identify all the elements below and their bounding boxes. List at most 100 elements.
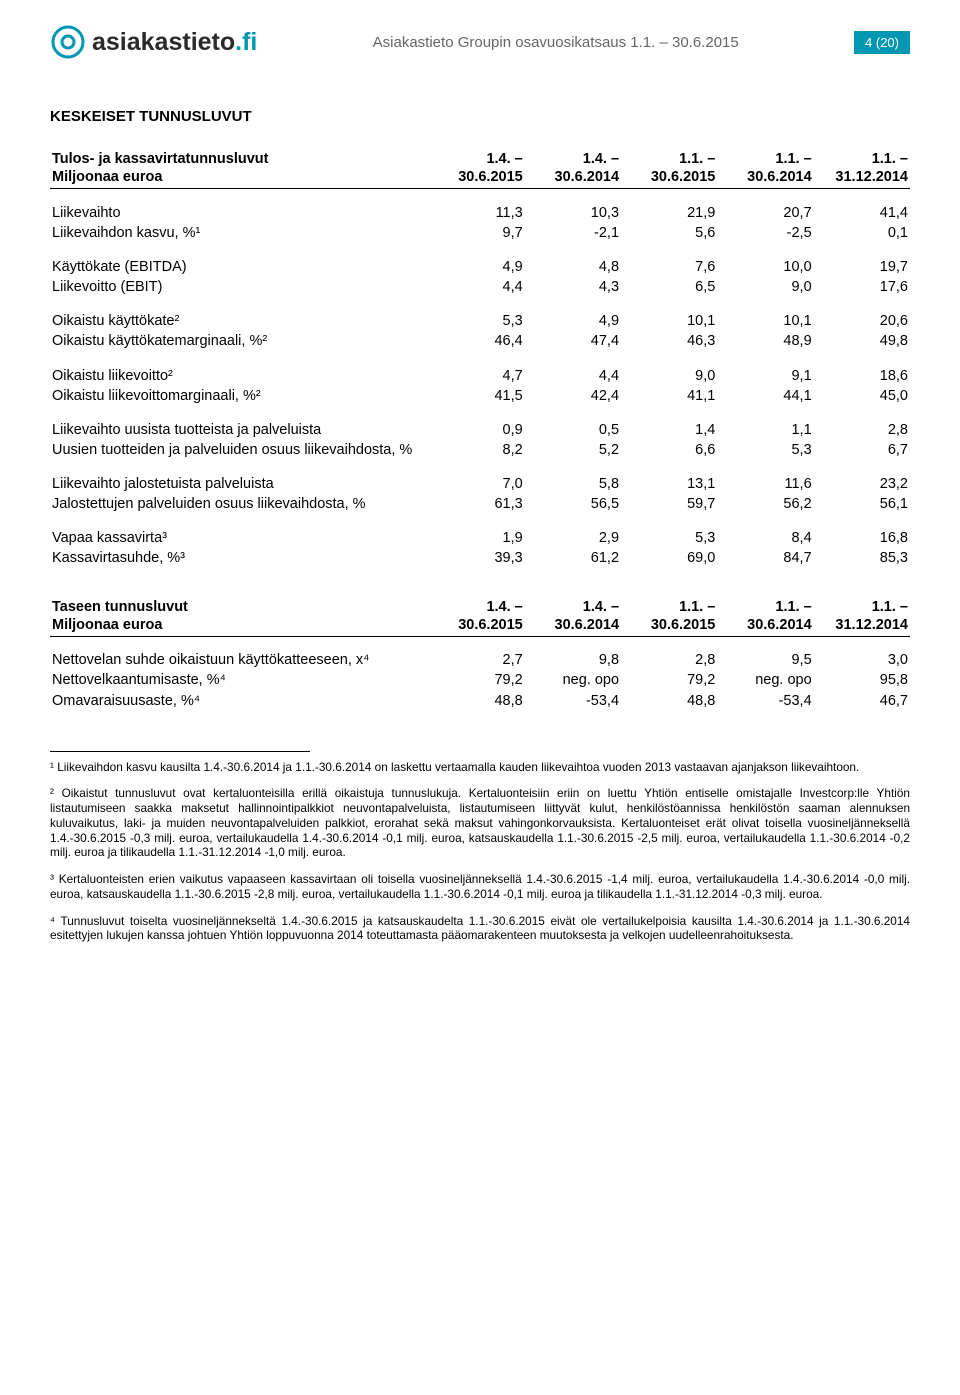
header-title: Asiakastieto Groupin osavuosikatsaus 1.1… bbox=[257, 34, 854, 51]
row-label: Oikaistu liikevoitto² bbox=[50, 366, 428, 386]
footnote-4: ⁴ Tunnusluvut toiselta vuosineljänneksel… bbox=[50, 914, 910, 943]
col-header: 1.1. – bbox=[679, 151, 715, 167]
spacer-row bbox=[50, 636, 910, 650]
table-row: Liikevaihto jalostetuista palveluista7,0… bbox=[50, 474, 910, 494]
cell-value: 4,3 bbox=[525, 277, 621, 297]
cell-value: 49,8 bbox=[814, 331, 910, 351]
row-label: Kassavirtasuhde, %³ bbox=[50, 548, 428, 568]
row-label: Käyttökate (EBITDA) bbox=[50, 257, 428, 277]
spacer-row bbox=[50, 514, 910, 528]
cell-value: 4,9 bbox=[525, 311, 621, 331]
cell-value: 6,7 bbox=[814, 440, 910, 460]
table-row: Oikaistu liikevoittomarginaali, %²41,542… bbox=[50, 386, 910, 406]
col-header: 1.1. – bbox=[679, 599, 715, 615]
col-header: 30.6.2015 bbox=[458, 169, 523, 185]
cell-value: 10,0 bbox=[717, 257, 813, 277]
cell-value: 95,8 bbox=[814, 670, 910, 690]
spacer-row bbox=[50, 243, 910, 257]
table-row: Kassavirtasuhde, %³39,361,269,084,785,3 bbox=[50, 548, 910, 568]
cell-value: 0,9 bbox=[428, 420, 524, 440]
cell-value: 5,8 bbox=[525, 474, 621, 494]
row-label: Liikevaihto bbox=[50, 203, 428, 223]
row-label: Oikaistu käyttökatemarginaali, %² bbox=[50, 331, 428, 351]
cell-value: 48,8 bbox=[621, 691, 717, 711]
cell-value: 4,4 bbox=[525, 366, 621, 386]
cell-value: 8,4 bbox=[717, 528, 813, 548]
spacer-row bbox=[50, 297, 910, 311]
cell-value: -2,1 bbox=[525, 223, 621, 243]
cell-value: 6,6 bbox=[621, 440, 717, 460]
row-label: Liikevaihto uusista tuotteista ja palvel… bbox=[50, 420, 428, 440]
cell-value: 41,4 bbox=[814, 203, 910, 223]
cell-value: 9,0 bbox=[621, 366, 717, 386]
footnote-1: ¹ Liikevaihdon kasvu kausilta 1.4.-30.6.… bbox=[50, 760, 910, 775]
cell-value: 2,8 bbox=[814, 420, 910, 440]
cell-value: 48,8 bbox=[428, 691, 524, 711]
cell-value: 42,4 bbox=[525, 386, 621, 406]
cell-value: 4,4 bbox=[428, 277, 524, 297]
table-row: Liikevaihdon kasvu, %¹9,7-2,15,6-2,50,1 bbox=[50, 223, 910, 243]
table-row: Liikevaihto uusista tuotteista ja palvel… bbox=[50, 420, 910, 440]
cell-value: 56,1 bbox=[814, 494, 910, 514]
col-header: 1.4. – bbox=[583, 599, 619, 615]
cell-value: 0,5 bbox=[525, 420, 621, 440]
table-row: Vapaa kassavirta³1,92,95,38,416,8 bbox=[50, 528, 910, 548]
cell-value: 45,0 bbox=[814, 386, 910, 406]
col-header: 31.12.2014 bbox=[835, 169, 908, 185]
cell-value: 41,5 bbox=[428, 386, 524, 406]
cell-value: 79,2 bbox=[428, 670, 524, 690]
row-label: Jalostettujen palveluiden osuus liikevai… bbox=[50, 494, 428, 514]
col-header: 31.12.2014 bbox=[835, 617, 908, 633]
cell-value: 5,3 bbox=[717, 440, 813, 460]
cell-value: 61,2 bbox=[525, 548, 621, 568]
cell-value: 10,1 bbox=[621, 311, 717, 331]
table-row: Käyttökate (EBITDA)4,94,87,610,019,7 bbox=[50, 257, 910, 277]
spacer-row bbox=[50, 352, 910, 366]
row-label: Nettovelan suhde oikaistuun käyttökattee… bbox=[50, 650, 428, 670]
footnote-2: ² Oikaistut tunnusluvut ovat kertaluonte… bbox=[50, 786, 910, 860]
footnote-3: ³ Kertaluonteisten erien vaikutus vapaas… bbox=[50, 872, 910, 901]
col-header: 30.6.2015 bbox=[651, 617, 716, 633]
page-container: asiakastieto.fi Asiakastieto Groupin osa… bbox=[0, 0, 960, 995]
col-header: 30.6.2014 bbox=[747, 617, 812, 633]
row-label: Nettovelkaantumisaste, %⁴ bbox=[50, 670, 428, 690]
col-header: 1.4. – bbox=[583, 151, 619, 167]
table-heading-sub: Miljoonaa euroa bbox=[52, 617, 162, 633]
cell-value: 5,2 bbox=[525, 440, 621, 460]
cell-value: 9,7 bbox=[428, 223, 524, 243]
table-row: Oikaistu käyttökatemarginaali, %²46,447,… bbox=[50, 331, 910, 351]
footnotes: ¹ Liikevaihdon kasvu kausilta 1.4.-30.6.… bbox=[50, 760, 910, 943]
cell-value: 5,3 bbox=[428, 311, 524, 331]
cell-value: 5,6 bbox=[621, 223, 717, 243]
col-header: 30.6.2014 bbox=[555, 617, 620, 633]
cell-value: 20,7 bbox=[717, 203, 813, 223]
cell-value: 7,6 bbox=[621, 257, 717, 277]
row-label: Vapaa kassavirta³ bbox=[50, 528, 428, 548]
page-header: asiakastieto.fi Asiakastieto Groupin osa… bbox=[50, 24, 910, 60]
cell-value: 2,8 bbox=[621, 650, 717, 670]
cell-value: 4,8 bbox=[525, 257, 621, 277]
cell-value: 46,3 bbox=[621, 331, 717, 351]
balance-sheet-table: Taseen tunnusluvut Miljoonaa euroa 1.4. … bbox=[50, 597, 910, 711]
page-number-badge: 4 (20) bbox=[854, 31, 910, 54]
table-header-row: Tulos- ja kassavirtatunnusluvut Miljoona… bbox=[50, 149, 910, 189]
row-label: Oikaistu käyttökate² bbox=[50, 311, 428, 331]
cell-value: 8,2 bbox=[428, 440, 524, 460]
row-label: Oikaistu liikevoittomarginaali, %² bbox=[50, 386, 428, 406]
col-header: 1.4. – bbox=[486, 599, 522, 615]
cell-value: 1,9 bbox=[428, 528, 524, 548]
col-header: 1.1. – bbox=[872, 599, 908, 615]
cell-value: 18,6 bbox=[814, 366, 910, 386]
col-header: 1.1. – bbox=[775, 599, 811, 615]
table-heading-label: Tulos- ja kassavirtatunnusluvut bbox=[52, 151, 268, 167]
logo-tld: .fi bbox=[235, 28, 257, 56]
spacer-row bbox=[50, 460, 910, 474]
logo-icon bbox=[50, 24, 86, 60]
col-header: 30.6.2015 bbox=[651, 169, 716, 185]
table-row: Oikaistu liikevoitto²4,74,49,09,118,6 bbox=[50, 366, 910, 386]
cell-value: 85,3 bbox=[814, 548, 910, 568]
cell-value: 23,2 bbox=[814, 474, 910, 494]
cell-value: 59,7 bbox=[621, 494, 717, 514]
section-title: KESKEISET TUNNUSLUVUT bbox=[50, 108, 910, 125]
cell-value: 13,1 bbox=[621, 474, 717, 494]
